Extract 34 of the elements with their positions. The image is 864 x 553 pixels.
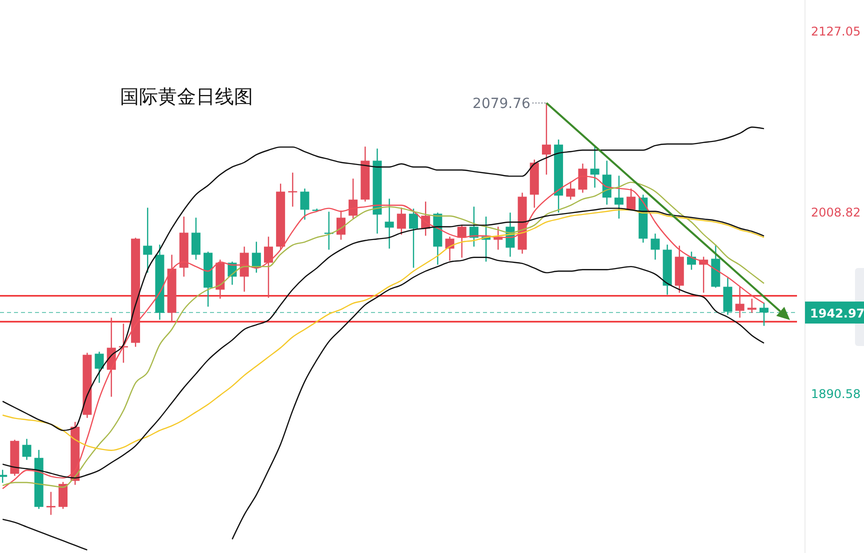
candlestick	[578, 163, 588, 194]
candlestick	[58, 481, 68, 510]
candlestick	[22, 438, 32, 460]
candlestick	[94, 351, 104, 384]
y-tick-label: 2008.82	[811, 206, 861, 220]
candlestick	[264, 236, 273, 298]
text: 国际黄金日线图	[120, 86, 253, 108]
candlestick	[747, 298, 756, 314]
candlestick	[409, 208, 418, 268]
annotation: 2079.76	[472, 96, 531, 112]
candlestick	[566, 181, 576, 200]
candlestick	[348, 178, 358, 220]
candlestick	[542, 102, 551, 176]
candlestick	[457, 224, 466, 258]
candlestick	[46, 491, 56, 516]
candlestick	[760, 302, 768, 326]
candlestick	[735, 286, 744, 318]
candlestick	[650, 233, 660, 260]
y-tick-label: 2127.05	[811, 24, 861, 39]
line-series	[2, 126, 765, 432]
candlestick	[469, 206, 478, 248]
y-tick-label: 1890.58	[811, 386, 861, 401]
candlestick	[614, 175, 624, 220]
candlestick	[590, 146, 600, 188]
candlestick	[626, 188, 636, 212]
candlestick	[384, 198, 394, 250]
candlestick	[118, 323, 128, 364]
candlestick	[143, 207, 152, 274]
candlestick	[191, 217, 200, 260]
ref-line-label: 1942.97	[810, 306, 864, 321]
candlestick	[288, 172, 298, 208]
candlestick	[300, 188, 310, 220]
candlestick	[336, 210, 346, 240]
candlestick	[396, 207, 406, 236]
